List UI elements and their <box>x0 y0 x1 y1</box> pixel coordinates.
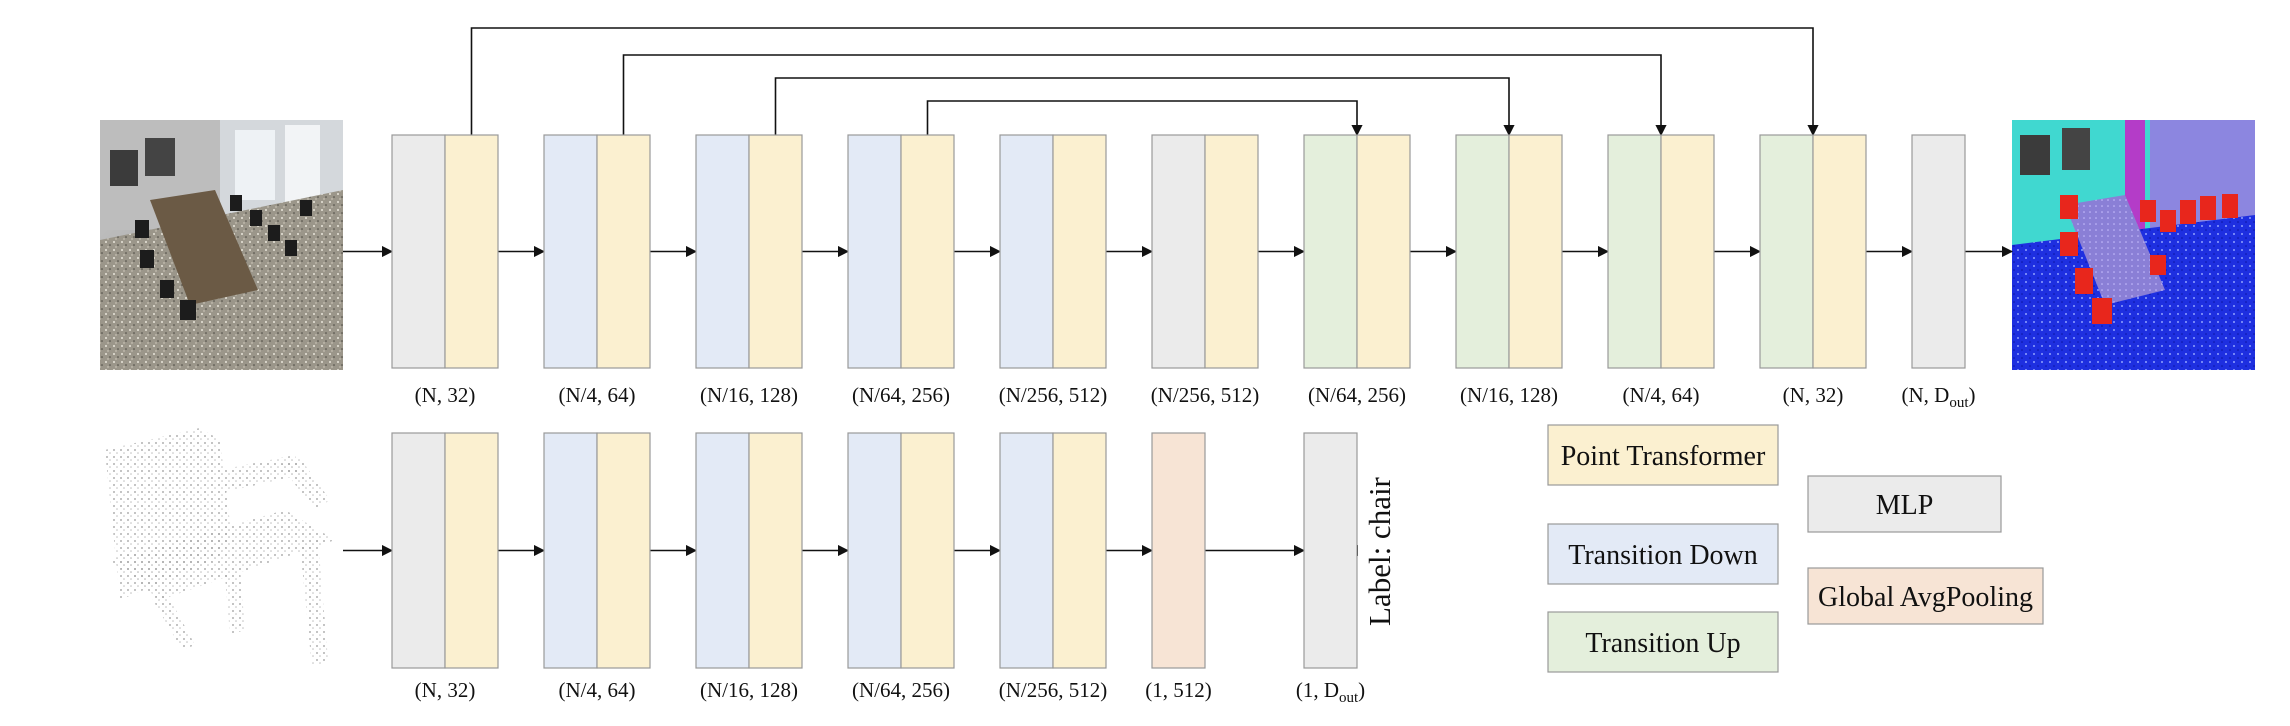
segmentation-stage-8-transition-up-block <box>1455 134 1510 369</box>
segmentation-stage-9-shape-label: (N/4, 64) <box>1623 383 1700 407</box>
segmentation-stage-8-shape-label: (N/16, 128) <box>1460 383 1558 407</box>
input-room-point-cloud <box>100 120 343 370</box>
segmentation-stage-5-point-transformer-block <box>1052 134 1107 369</box>
legend-mlp-label: MLP <box>1876 490 1934 521</box>
legend-transition-up-swatch <box>1547 611 1779 673</box>
segmentation-stage-10-shape-label: (N, 32) <box>1783 383 1844 407</box>
segmentation-stage-8-point-transformer-block <box>1508 134 1563 369</box>
segmentation-stage-3-transition-down-block <box>695 134 750 369</box>
classification-stage-3-transition-down-block <box>695 432 750 669</box>
skip-connection-2-to-9 <box>622 54 1667 137</box>
skip-connection-1-to-10 <box>470 27 1819 137</box>
skip-connection-3-to-8 <box>774 77 1515 137</box>
output-segmented-room <box>2012 120 2255 370</box>
classification-stage-5-point-transformer-block <box>1052 432 1107 669</box>
segmentation-stage-6-mlp-block <box>1151 134 1206 369</box>
legend-point-transformer-label: Point Transformer <box>1561 441 1766 472</box>
classification-stage-2-shape-label: (N/4, 64) <box>559 678 636 702</box>
classification-stage-3-point-transformer-block <box>748 432 803 669</box>
segmentation-stage-7-transition-up-block <box>1303 134 1358 369</box>
classification-stage-6-shape-label: (1, 512) <box>1145 678 1212 702</box>
input-chair-point-cloud <box>105 428 335 668</box>
classification-stage-5-transition-down-block <box>999 432 1054 669</box>
legend-transition-down-label: Transition Down <box>1568 540 1758 571</box>
legend-global-avgpooling-label: Global AvgPooling <box>1818 582 2033 613</box>
legend-point-transformer-swatch <box>1547 424 1779 486</box>
segmentation-stage-10-point-transformer-block <box>1812 134 1867 369</box>
segmentation-stage-9-point-transformer-block <box>1660 134 1715 369</box>
segmentation-stage-7-point-transformer-block <box>1356 134 1411 369</box>
classification-stage-4-point-transformer-block <box>900 432 955 669</box>
classification-stage-7-shape-label: (1, Dout) <box>1296 678 1365 706</box>
segmentation-stage-4-point-transformer-block <box>900 134 955 369</box>
segmentation-stage-2-transition-down-block <box>543 134 598 369</box>
segmentation-stage-1-point-transformer-block <box>444 134 499 369</box>
segmentation-stage-4-shape-label: (N/64, 256) <box>852 383 950 407</box>
legend-transition-down-swatch <box>1547 523 1779 585</box>
classification-stage-3-shape-label: (N/16, 128) <box>700 678 798 702</box>
classification-stage-2-transition-down-block <box>543 432 598 669</box>
classification-stage-5-shape-label: (N/256, 512) <box>999 678 1108 702</box>
classification-stage-7-mlp-block <box>1303 432 1358 669</box>
segmentation-stage-11-mlp-block <box>1911 134 1966 369</box>
legend-mlp-swatch <box>1807 475 2002 533</box>
segmentation-stage-5-shape-label: (N/256, 512) <box>999 383 1108 407</box>
segmentation-stage-4-transition-down-block <box>847 134 902 369</box>
classification-stage-4-shape-label: (N/64, 256) <box>852 678 950 702</box>
legend-transition-up-label: Transition Up <box>1585 628 1740 659</box>
classification-stage-1-point-transformer-block <box>444 432 499 669</box>
segmentation-stage-1-shape-label: (N, 32) <box>415 383 476 407</box>
segmentation-stage-6-point-transformer-block <box>1204 134 1259 369</box>
segmentation-stage-2-point-transformer-block <box>596 134 651 369</box>
classification-output-label: Label: chair <box>1362 476 1397 626</box>
legend-global-avgpooling-swatch <box>1807 567 2044 625</box>
classification-stage-4-transition-down-block <box>847 432 902 669</box>
skip-connection-4-to-7 <box>926 100 1363 137</box>
classification-stage-1-mlp-block <box>391 432 446 669</box>
segmentation-stage-2-shape-label: (N/4, 64) <box>559 383 636 407</box>
segmentation-stage-9-transition-up-block <box>1607 134 1662 369</box>
segmentation-stage-11-shape-label: (N, Dout) <box>1902 383 1976 411</box>
segmentation-stage-3-point-transformer-block <box>748 134 803 369</box>
segmentation-stage-7-shape-label: (N/64, 256) <box>1308 383 1406 407</box>
segmentation-stage-10-transition-up-block <box>1759 134 1814 369</box>
classification-stage-2-point-transformer-block <box>596 432 651 669</box>
classification-stage-6-global-avgpooling-block <box>1151 432 1206 669</box>
segmentation-stage-6-shape-label: (N/256, 512) <box>1151 383 1260 407</box>
segmentation-stage-3-shape-label: (N/16, 128) <box>700 383 798 407</box>
classification-stage-1-shape-label: (N, 32) <box>415 678 476 702</box>
segmentation-stage-5-transition-down-block <box>999 134 1054 369</box>
segmentation-stage-1-mlp-block <box>391 134 446 369</box>
